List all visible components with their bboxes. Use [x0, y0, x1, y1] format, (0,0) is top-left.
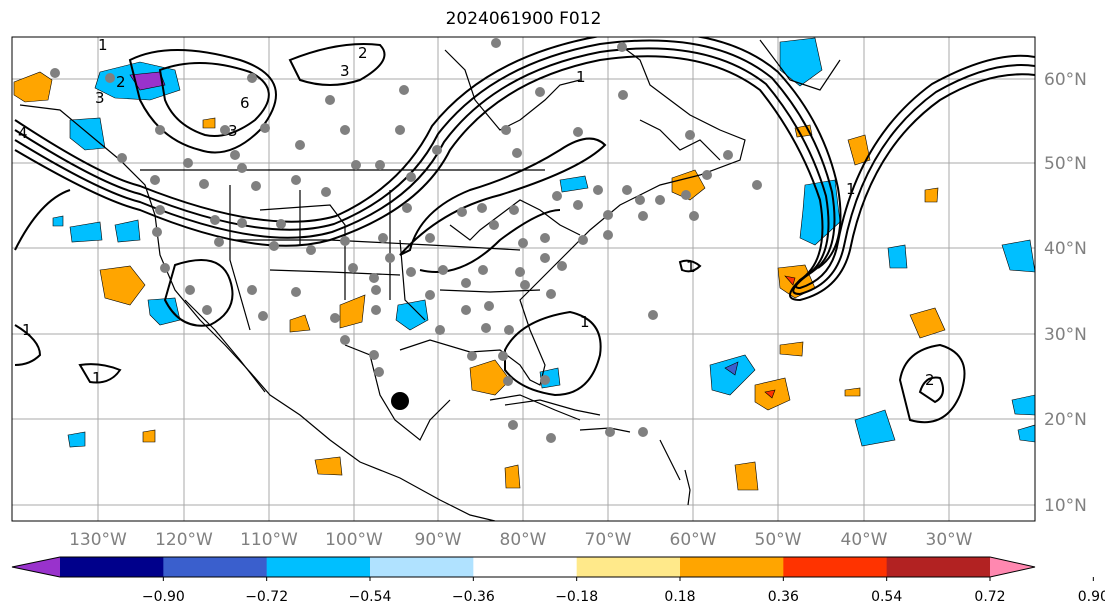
colorbar-segment	[680, 557, 784, 577]
lon-label: 100°W	[325, 530, 383, 550]
contour-label: 1	[580, 313, 590, 331]
colorbar-segment	[576, 557, 681, 577]
lon-label: 50°W	[755, 530, 802, 550]
station-markers	[50, 38, 762, 443]
colorbar-tick-label: −0.72	[245, 589, 288, 605]
shaded-field	[13, 37, 1035, 491]
lon-label: 120°W	[155, 530, 213, 550]
storm-center-marker	[391, 392, 409, 410]
colorbar-segment	[60, 557, 164, 577]
map-title: 2024061900 F012	[445, 9, 602, 29]
lat-label: 10°N	[1044, 496, 1087, 516]
colorbar-segment	[886, 557, 991, 577]
lat-label: 40°N	[1044, 239, 1087, 259]
colorbar-tick-label: 0.54	[871, 589, 902, 605]
contour-label: 1	[846, 180, 856, 198]
colorbar-tick-label: 0.90	[1078, 589, 1105, 605]
colorbar-tick-label: −0.54	[349, 589, 392, 605]
contour-label: 1	[92, 369, 102, 387]
lon-label: 40°W	[841, 530, 888, 550]
lon-label: 30°W	[926, 530, 973, 550]
latitude-labels: 60°N 50°N 40°N 30°N 20°N 10°N	[1044, 70, 1087, 516]
colorbar-tick-label: −0.36	[452, 589, 495, 605]
colorbar: −0.90 −0.72 −0.54 −0.36 −0.18 0.18 0.36 0.54 0.7…	[11, 556, 1105, 605]
colorbar-tick-label: 0.18	[664, 589, 695, 605]
colorbar-segment	[163, 557, 268, 577]
contour-label: 1	[98, 36, 108, 54]
contour-label: 3	[340, 62, 350, 80]
colorbar-tick-label: 0.72	[974, 589, 1005, 605]
coastlines	[19, 39, 841, 521]
lat-label: 30°N	[1044, 325, 1087, 345]
colorbar-extend-low	[12, 557, 60, 577]
contour-lines	[14, 37, 1035, 424]
map-frame	[11, 36, 1036, 522]
contour-label: 2	[925, 371, 935, 389]
colorbar-tick-label: −0.90	[142, 589, 185, 605]
colorbar-segment	[370, 557, 474, 577]
colorbar-segment	[783, 557, 888, 577]
contour-label: 2	[358, 44, 368, 62]
lon-label: 60°W	[670, 530, 717, 550]
graticule	[12, 37, 1035, 521]
contour-label: 2	[116, 73, 126, 91]
colorbar-segment	[473, 557, 578, 577]
lon-label: 70°W	[585, 530, 632, 550]
islands	[504, 399, 691, 506]
colorbar-tick-label: 0.36	[768, 589, 799, 605]
colorbar-segment	[266, 557, 371, 577]
colorbar-extend-high	[990, 557, 1035, 577]
contour-label: 1	[576, 68, 586, 86]
contour-label: 1	[686, 258, 696, 276]
lon-label: 130°W	[69, 530, 127, 550]
lon-label: 80°W	[500, 530, 547, 550]
contour-label: 3	[228, 122, 238, 140]
colorbar-tick-label: −0.18	[555, 589, 598, 605]
lat-label: 50°N	[1044, 154, 1087, 174]
contour-label: 1	[22, 321, 32, 339]
colorbar-outline	[11, 556, 1036, 578]
lat-label: 20°N	[1044, 410, 1087, 430]
lon-label: 90°W	[415, 530, 462, 550]
contour-label: 3	[95, 89, 105, 107]
lon-label: 110°W	[240, 530, 298, 550]
contour-label: 6	[240, 94, 250, 112]
longitude-labels: 130°W 120°W 110°W 100°W 90°W 80°W 70°W 6…	[69, 530, 973, 550]
contour-label: 4	[18, 124, 28, 142]
contour-labels: 1 2 3 4 6 3 2 3 1 1 1 1 1 2 1	[18, 36, 935, 389]
lat-label: 60°N	[1044, 70, 1087, 90]
